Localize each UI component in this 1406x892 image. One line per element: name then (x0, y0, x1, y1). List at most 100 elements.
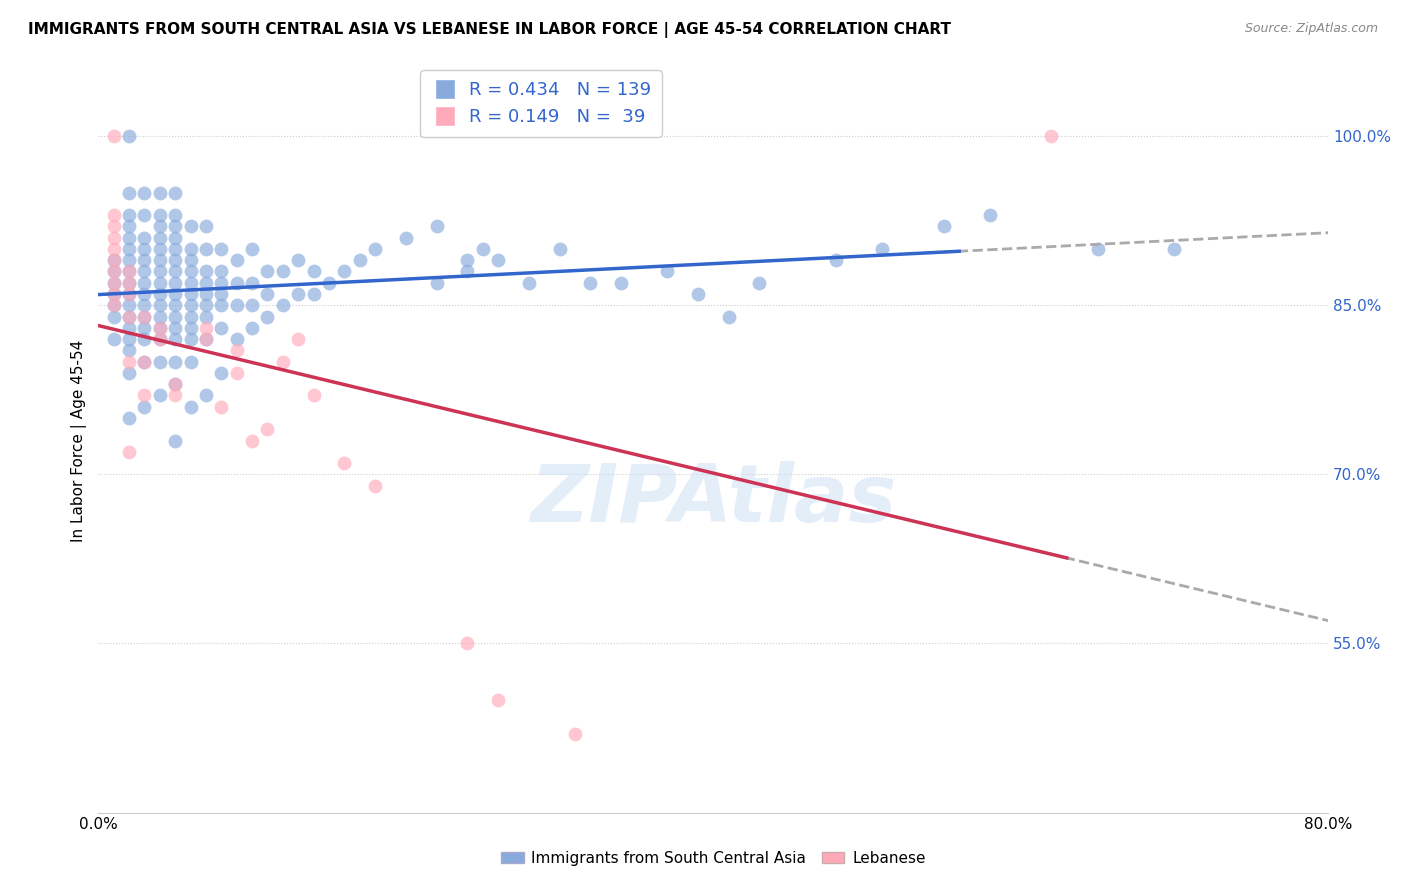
Point (302, 287, 325, 301)
Point (118, 129, 141, 144)
Point (149, 298, 172, 312)
Point (194, 219, 217, 234)
Point (318, 276, 340, 290)
Point (456, 253, 478, 268)
Point (364, 478, 387, 492)
Point (118, 219, 141, 234)
Point (134, 242, 156, 256)
Point (564, 726, 586, 740)
Point (149, 287, 172, 301)
Point (165, 354, 187, 368)
Point (165, 377, 187, 392)
Point (686, 287, 709, 301)
Point (517, 276, 540, 290)
Point (194, 242, 217, 256)
Text: Source: ZipAtlas.com: Source: ZipAtlas.com (1244, 22, 1378, 36)
Point (425, 219, 447, 234)
Point (134, 276, 156, 290)
Point (194, 264, 217, 278)
Point (486, 693, 509, 707)
Point (118, 320, 141, 334)
Point (872, 242, 894, 256)
Point (149, 186, 172, 200)
Point (209, 400, 232, 414)
Point (194, 287, 217, 301)
Point (103, 253, 125, 268)
Point (717, 310, 740, 324)
Point (180, 298, 202, 312)
Text: IMMIGRANTS FROM SOUTH CENTRAL ASIA VS LEBANESE IN LABOR FORCE | AGE 45-54 CORREL: IMMIGRANTS FROM SOUTH CENTRAL ASIA VS LE… (28, 22, 950, 38)
Point (165, 298, 187, 312)
Point (118, 287, 141, 301)
Point (240, 298, 263, 312)
Point (134, 310, 156, 324)
Point (134, 354, 156, 368)
Point (165, 434, 187, 448)
Point (194, 310, 217, 324)
Point (165, 377, 187, 392)
Point (209, 242, 232, 256)
Point (395, 230, 418, 244)
Point (134, 253, 156, 268)
Point (287, 253, 309, 268)
Point (118, 208, 141, 222)
Point (165, 230, 187, 244)
Point (103, 310, 125, 324)
Point (134, 320, 156, 334)
Point (103, 287, 125, 301)
Point (149, 332, 172, 346)
Point (979, 208, 1001, 222)
Point (149, 332, 172, 346)
Point (165, 287, 187, 301)
Point (825, 253, 848, 268)
Point (103, 242, 125, 256)
Point (240, 242, 263, 256)
Point (165, 264, 187, 278)
Point (103, 276, 125, 290)
Point (209, 276, 232, 290)
Point (118, 253, 141, 268)
Point (180, 242, 202, 256)
Point (118, 310, 141, 324)
Point (610, 276, 633, 290)
Point (256, 264, 278, 278)
Point (932, 219, 955, 234)
Point (333, 456, 356, 470)
Point (165, 208, 187, 222)
Point (103, 129, 125, 144)
Point (165, 332, 187, 346)
Point (180, 276, 202, 290)
Point (180, 310, 202, 324)
Point (118, 411, 141, 425)
Point (240, 320, 263, 334)
Point (194, 276, 217, 290)
Point (134, 287, 156, 301)
Point (165, 219, 187, 234)
Point (118, 276, 141, 290)
Point (118, 310, 141, 324)
Point (134, 298, 156, 312)
Point (287, 332, 309, 346)
Point (165, 276, 187, 290)
Point (302, 388, 325, 402)
Point (118, 264, 141, 278)
Point (118, 445, 141, 459)
Point (425, 276, 447, 290)
Point (180, 287, 202, 301)
Y-axis label: In Labor Force | Age 45-54: In Labor Force | Age 45-54 (72, 339, 87, 541)
Point (194, 332, 217, 346)
Legend: R = 0.434   N = 139, R = 0.149   N =  39: R = 0.434 N = 139, R = 0.149 N = 39 (420, 70, 662, 136)
Point (149, 264, 172, 278)
Point (118, 354, 141, 368)
Point (149, 320, 172, 334)
Point (165, 388, 187, 402)
Point (548, 242, 571, 256)
Point (118, 186, 141, 200)
Point (194, 332, 217, 346)
Point (209, 264, 232, 278)
Point (165, 320, 187, 334)
Point (748, 276, 770, 290)
Point (118, 366, 141, 380)
Point (118, 242, 141, 256)
Point (118, 276, 141, 290)
